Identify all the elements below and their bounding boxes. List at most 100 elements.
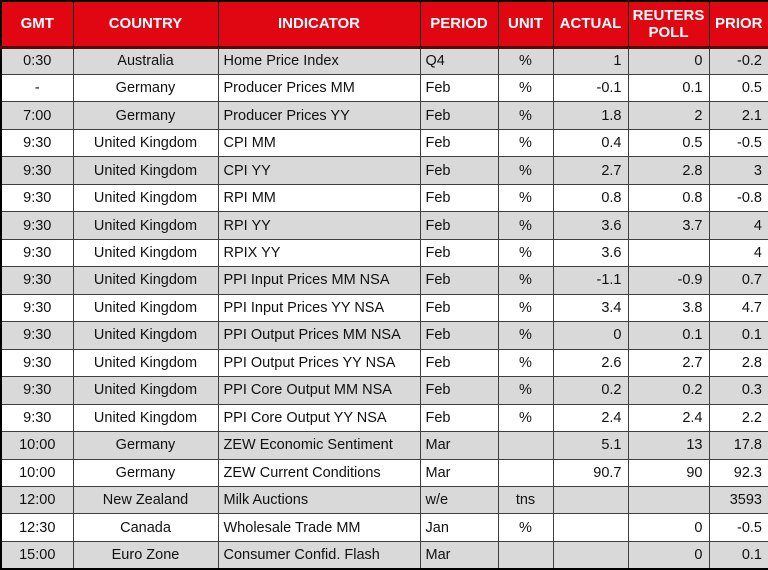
cell-gmt: 9:30 bbox=[0, 266, 74, 295]
cell-period: Feb bbox=[419, 266, 499, 295]
cell-indicator: RPIX YY bbox=[217, 238, 421, 268]
cell-gmt: 9:30 bbox=[0, 156, 74, 185]
table-row: 9:30 United Kingdom PPI Output Prices YY N… bbox=[0, 348, 768, 378]
cell-prior: 0.1 bbox=[708, 321, 768, 350]
cell-indicator: Home Price Index bbox=[217, 46, 421, 75]
cell-actual: 2.6 bbox=[552, 348, 629, 378]
column-header-indicator: INDICATOR bbox=[217, 0, 421, 49]
cell-period: Feb bbox=[419, 128, 499, 158]
cell-period: Feb bbox=[419, 211, 499, 240]
cell-indicator: Producer Prices MM bbox=[217, 73, 421, 103]
cell-country: United Kingdom bbox=[72, 376, 219, 405]
cell-prior: 4 bbox=[708, 238, 768, 268]
cell-indicator: ZEW Economic Sentiment bbox=[217, 431, 421, 460]
table-row: 9:30 United Kingdom PPI Input Prices MM NS… bbox=[0, 266, 768, 295]
cell-country: Germany bbox=[72, 458, 219, 488]
cell-reuters-poll: 0.1 bbox=[627, 321, 710, 350]
cell-period: Feb bbox=[419, 403, 499, 433]
table-body: 0:30 Australia Home Price Index Q4% 1 0 -0.2- G… bbox=[0, 46, 768, 570]
cell-country: United Kingdom bbox=[72, 266, 219, 295]
table-row: 9:30 United Kingdom PPI Output Prices MM N… bbox=[0, 321, 768, 350]
cell-indicator: CPI YY bbox=[217, 156, 421, 185]
table-row: 10:00 Germany ZEW Current Conditions Mar 90.… bbox=[0, 458, 768, 488]
cell-unit: % bbox=[497, 128, 554, 158]
cell-actual bbox=[552, 540, 629, 570]
table-row: 9:30 United Kingdom PPI Input Prices YY NS… bbox=[0, 293, 768, 323]
table-row: - Germany Producer Prices MM Feb% -0.1 0.1 0.5 bbox=[0, 73, 768, 103]
cell-unit bbox=[497, 431, 554, 460]
cell-period: Mar bbox=[419, 431, 499, 460]
cell-prior: 2.8 bbox=[708, 348, 768, 378]
column-header-period: PERIOD bbox=[419, 0, 499, 49]
cell-unit: % bbox=[497, 238, 554, 268]
cell-prior: 0.3 bbox=[708, 376, 768, 405]
table-row: 9:30 United Kingdom RPI YY Feb% 3.6 3.7 4 bbox=[0, 211, 768, 240]
cell-country: United Kingdom bbox=[72, 238, 219, 268]
cell-country: United Kingdom bbox=[72, 403, 219, 433]
cell-country: United Kingdom bbox=[72, 156, 219, 185]
cell-prior: 0.1 bbox=[708, 540, 768, 570]
cell-country: Canada bbox=[72, 513, 219, 542]
cell-reuters-poll: 0 bbox=[627, 540, 710, 570]
table-row: 9:30 United Kingdom CPI YY Feb% 2.7 2.8 3 bbox=[0, 156, 768, 185]
cell-prior: 0.7 bbox=[708, 266, 768, 295]
cell-gmt: 9:30 bbox=[0, 293, 74, 323]
cell-actual: -1.1 bbox=[552, 266, 629, 295]
cell-unit: % bbox=[497, 293, 554, 323]
cell-gmt: 10:00 bbox=[0, 431, 74, 460]
table-row: 12:00 New Zealand Milk Auctions w/e tns 3593 bbox=[0, 485, 768, 515]
cell-reuters-poll: 0.8 bbox=[627, 183, 710, 213]
cell-actual: 1 bbox=[552, 46, 629, 75]
column-header-unit: UNIT bbox=[497, 0, 554, 49]
cell-reuters-poll: 3.8 bbox=[627, 293, 710, 323]
cell-gmt: 15:00 bbox=[0, 540, 74, 570]
cell-actual: 2.4 bbox=[552, 403, 629, 433]
cell-indicator: RPI YY bbox=[217, 211, 421, 240]
table-row: 9:30 United Kingdom CPI MM Feb% 0.4 0.5 -0.5 bbox=[0, 128, 768, 158]
table-row: 0:30 Australia Home Price Index Q4% 1 0 -0.2 bbox=[0, 46, 768, 75]
cell-prior: 17.8 bbox=[708, 431, 768, 460]
cell-actual: 3.4 bbox=[552, 293, 629, 323]
cell-gmt: - bbox=[0, 73, 74, 103]
cell-period: Q4 bbox=[419, 46, 499, 75]
cell-indicator: PPI Input Prices MM NSA bbox=[217, 266, 421, 295]
cell-actual: 0.2 bbox=[552, 376, 629, 405]
cell-prior: 0.5 bbox=[708, 73, 768, 103]
cell-gmt: 9:30 bbox=[0, 128, 74, 158]
cell-indicator: Producer Prices YY bbox=[217, 101, 421, 130]
cell-country: Australia bbox=[72, 46, 219, 75]
cell-prior: 4 bbox=[708, 211, 768, 240]
cell-period: w/e bbox=[419, 485, 499, 515]
cell-country: Germany bbox=[72, 431, 219, 460]
table-row: 9:30 United Kingdom PPI Core Output MM NSA… bbox=[0, 376, 768, 405]
table-row: 9:30 United Kingdom RPIX YY Feb% 3.6 4 bbox=[0, 238, 768, 268]
cell-country: United Kingdom bbox=[72, 211, 219, 240]
cell-country: United Kingdom bbox=[72, 183, 219, 213]
cell-prior: 4.7 bbox=[708, 293, 768, 323]
cell-indicator: ZEW Current Conditions bbox=[217, 458, 421, 488]
cell-prior: -0.5 bbox=[708, 128, 768, 158]
cell-actual bbox=[552, 513, 629, 542]
cell-unit: % bbox=[497, 513, 554, 542]
cell-unit: % bbox=[497, 73, 554, 103]
cell-actual: 90.7 bbox=[552, 458, 629, 488]
cell-reuters-poll: 2.7 bbox=[627, 348, 710, 378]
cell-prior: 3 bbox=[708, 156, 768, 185]
cell-reuters-poll bbox=[627, 238, 710, 268]
cell-country: United Kingdom bbox=[72, 293, 219, 323]
cell-period: Jan bbox=[419, 513, 499, 542]
table-header-row: GMT COUNTRY INDICATOR PERIOD UNIT ACTUAL REUTE… bbox=[0, 0, 768, 49]
table-row: 15:00 Euro Zone Consumer Confid. Flash Mar 0… bbox=[0, 540, 768, 570]
cell-actual: 3.6 bbox=[552, 238, 629, 268]
cell-reuters-poll: 0.1 bbox=[627, 73, 710, 103]
cell-indicator: PPI Core Output YY NSA bbox=[217, 403, 421, 433]
cell-actual: 5.1 bbox=[552, 431, 629, 460]
cell-actual: 2.7 bbox=[552, 156, 629, 185]
cell-prior: 2.2 bbox=[708, 403, 768, 433]
table-row: 9:30 United Kingdom PPI Core Output YY NSA… bbox=[0, 403, 768, 433]
cell-indicator: Milk Auctions bbox=[217, 485, 421, 515]
cell-gmt: 9:30 bbox=[0, 348, 74, 378]
cell-unit: % bbox=[497, 321, 554, 350]
